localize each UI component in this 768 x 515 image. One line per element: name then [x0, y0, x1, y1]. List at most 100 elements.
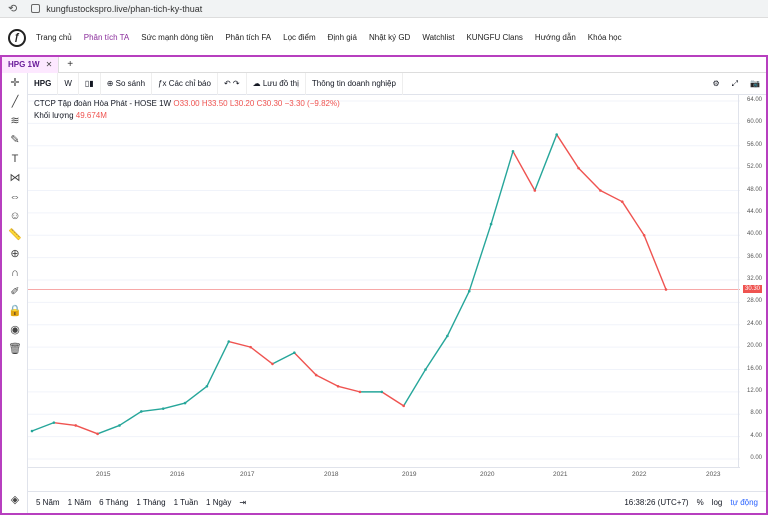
nav-item[interactable]: KUNGFU Clans	[466, 33, 523, 42]
text-icon[interactable]: T	[11, 152, 19, 165]
undo-icon[interactable]: ↶ ↷	[218, 72, 247, 95]
time-tick: 2017	[240, 471, 255, 478]
log-toggle[interactable]: log	[711, 498, 723, 507]
price-tick: 12.00	[746, 387, 762, 394]
bottom-bar: 5 Năm 1 Năm 6 Tháng 1 Tháng 1 Tuần 1 Ngà…	[28, 491, 766, 513]
url-text[interactable]: kungfustockspro.live/phan-tich-ky-thuat	[46, 3, 203, 14]
nav-item[interactable]: Định giá	[327, 33, 357, 42]
price-point	[249, 345, 252, 349]
price-point	[424, 368, 427, 371]
price-point	[271, 362, 274, 366]
time-tick: 2015	[96, 471, 111, 478]
time-tick: 2018	[324, 471, 339, 478]
range-6m[interactable]: 6 Tháng	[99, 498, 129, 507]
indicators-button[interactable]: ƒx Các chỉ báo	[152, 72, 218, 95]
price-tick: 64.00	[746, 97, 762, 103]
price-segment	[228, 340, 251, 348]
legend-low: L30.20	[229, 99, 255, 108]
price-segment	[600, 189, 623, 203]
interval-button[interactable]: W	[58, 72, 79, 95]
price-point	[664, 288, 668, 291]
crosshair-icon[interactable]: ✛	[10, 77, 20, 89]
nav-item[interactable]: Khóa học	[587, 33, 622, 42]
indicators-label: Các chỉ báo	[168, 79, 211, 88]
pencil-lock-icon[interactable]: ✐	[10, 286, 20, 298]
camera-icon[interactable]: 📷	[750, 79, 760, 88]
time-axis[interactable]: 2015 2016 2017 2018 2019 2020 2021 2022 2023	[28, 467, 740, 481]
lock-icon	[31, 4, 41, 13]
emoji-icon[interactable]: ☺	[9, 209, 21, 222]
price-tick: 4.00	[750, 432, 762, 439]
goto-date-icon[interactable]: ⇥	[239, 498, 247, 507]
price-segment	[446, 290, 470, 337]
measure-icon[interactable]: 📏	[8, 229, 22, 241]
volume-label: Khối lượng	[34, 111, 74, 120]
save-chart-button[interactable]: ☁ Lưu đồ thị	[247, 72, 306, 95]
brush-icon[interactable]: ✎	[10, 134, 20, 146]
range-1y[interactable]: 1 Năm	[67, 498, 92, 507]
price-segment	[250, 346, 273, 365]
nav-item-active[interactable]: Phân tích TA	[83, 33, 130, 42]
price-point	[118, 424, 121, 427]
candle-type-icon[interactable]: ▯▮	[79, 72, 101, 95]
price-tick: 48.00	[746, 186, 762, 193]
range-5y[interactable]: 5 Năm	[36, 498, 60, 507]
time-tick: 2020	[480, 471, 495, 478]
chart-app: HPG 1W ✕ + ✛ ╱ ≋ ✎ T ⋈ ⇔ ☺ 📏 ⊕ ∩ ✐ 🔒 ◉ 🗑…	[0, 55, 768, 515]
settings-icon[interactable]: ⚙	[712, 79, 720, 88]
nav-item[interactable]: Watchlist	[422, 33, 455, 42]
tab-hpg[interactable]: HPG 1W ✕	[2, 56, 60, 73]
price-segment	[578, 167, 601, 191]
save-label: Lưu đồ thị	[262, 79, 299, 88]
trendline-icon[interactable]: ╱	[11, 96, 19, 108]
price-point	[336, 384, 340, 388]
layers-icon[interactable]: ◈	[10, 494, 20, 506]
zoom-icon[interactable]: ⊕	[10, 248, 20, 260]
range-1d[interactable]: 1 Ngày	[206, 498, 232, 507]
nav-item[interactable]: Hướng dẫn	[534, 33, 576, 42]
eye-icon[interactable]: ◉	[10, 324, 20, 336]
price-tick: 24.00	[746, 320, 762, 327]
magnet-icon[interactable]: ∩	[11, 266, 19, 279]
price-segment	[468, 223, 492, 292]
price-tick: 60.00	[746, 119, 762, 126]
nav-item[interactable]: Lọc điểm	[283, 33, 316, 42]
compare-button[interactable]: ⊕ So sánh	[101, 72, 153, 95]
price-tick: 44.00	[746, 208, 762, 215]
lock-icon[interactable]: 🔒	[8, 305, 22, 317]
price-point	[74, 424, 78, 427]
range-1w[interactable]: 1 Tuần	[173, 498, 199, 507]
price-segment	[403, 369, 427, 407]
symbol-button[interactable]: HPG	[28, 72, 59, 95]
trash-icon[interactable]: 🗑	[8, 343, 22, 355]
price-point	[227, 340, 231, 343]
pattern-icon[interactable]: ⋈	[9, 172, 21, 184]
ruler-range-icon[interactable]: ⇔	[9, 190, 21, 203]
price-point	[446, 334, 449, 338]
nav-item[interactable]: Trang chủ	[36, 33, 72, 42]
back-icon[interactable]: ⟲	[8, 3, 18, 15]
drawing-toolbar: ✛ ╱ ≋ ✎ T ⋈ ⇔ ☺ 📏 ⊕ ∩ ✐ 🔒 ◉ 🗑 ◈	[2, 73, 28, 513]
logo-icon[interactable]: ƒ	[8, 28, 26, 47]
range-1m[interactable]: 1 Tháng	[136, 498, 166, 507]
fullscreen-icon[interactable]: ⤢	[731, 78, 739, 88]
percent-toggle[interactable]: %	[696, 498, 704, 507]
price-chart[interactable]	[28, 95, 740, 467]
price-tick: 40.00	[746, 231, 762, 238]
price-point	[555, 133, 558, 136]
add-tab-button[interactable]: +	[67, 59, 74, 70]
price-segment	[337, 385, 361, 393]
price-axis[interactable]: 64.00 60.00 56.00 52.00 48.00 44.00 40.00 36.00…	[738, 95, 766, 467]
clock-time: 16:38:26 (UTC+7)	[624, 498, 689, 507]
auto-toggle[interactable]: tự động	[730, 498, 758, 507]
chart-tabs: HPG 1W ✕ +	[2, 56, 766, 73]
nav-item[interactable]: Sức mạnh dòng tiền	[141, 33, 214, 42]
time-tick: 2023	[706, 471, 721, 478]
company-info-button[interactable]: Thông tin doanh nghiệp	[306, 72, 403, 95]
nav-item[interactable]: Phân tích FA	[225, 33, 272, 42]
fib-icon[interactable]: ≋	[10, 115, 20, 127]
compare-label: So sánh	[115, 79, 146, 88]
price-segment	[512, 151, 536, 191]
close-icon[interactable]: ✕	[45, 60, 53, 69]
nav-item[interactable]: Nhật ký GD	[368, 33, 411, 42]
